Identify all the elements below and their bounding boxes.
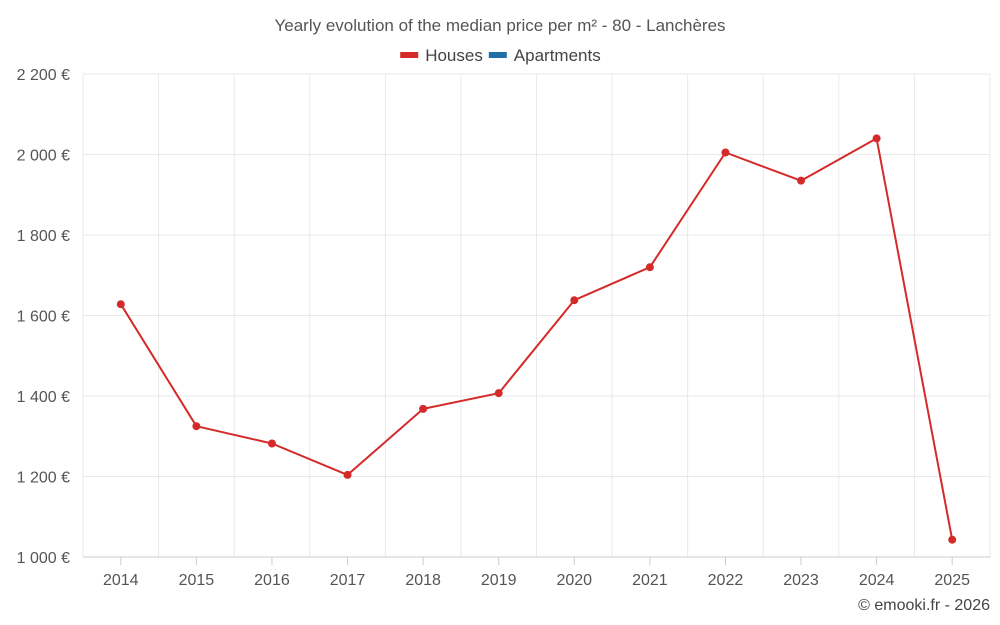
x-axis-ticks: 2014 2015 2016 2017 2018 2019 2020 2021 2022 2023… xyxy=(103,557,970,589)
chart-title: Yearly evolution of the median price per… xyxy=(274,16,725,35)
x-tick-label: 2022 xyxy=(708,572,744,589)
data-point-2024[interactable] xyxy=(872,134,881,143)
x-tick-label: 2017 xyxy=(330,572,366,589)
legend: Houses Apartments xyxy=(400,46,601,65)
data-point-2018[interactable] xyxy=(419,404,428,413)
credit-text: © emooki.fr - 2026 xyxy=(858,597,990,614)
x-tick-label: 2025 xyxy=(934,572,970,589)
x-tick-label: 2018 xyxy=(405,572,441,589)
data-point-2015[interactable] xyxy=(192,422,201,431)
data-point-2023[interactable] xyxy=(797,176,806,185)
data-point-2020[interactable] xyxy=(570,296,579,305)
x-tick-label: 2023 xyxy=(783,572,819,589)
data-point-2016[interactable] xyxy=(267,439,276,448)
x-tick-label: 2014 xyxy=(103,572,139,589)
legend-swatch xyxy=(400,52,419,58)
x-tick-label: 2015 xyxy=(179,572,215,589)
x-tick-label: 2016 xyxy=(254,572,290,589)
legend-item-houses[interactable]: Houses xyxy=(400,46,483,65)
x-tick-label: 2021 xyxy=(632,572,668,589)
x-tick-label: 2024 xyxy=(859,572,895,589)
y-tick-label: 1 200 € xyxy=(17,470,70,487)
y-tick-label: 2 000 € xyxy=(17,148,70,165)
y-tick-label: 2 200 € xyxy=(17,67,70,84)
legend-label: Apartments xyxy=(514,46,601,65)
y-tick-label: 1 800 € xyxy=(17,228,70,245)
legend-swatch xyxy=(488,52,507,58)
y-tick-label: 1 000 € xyxy=(17,550,70,567)
grid xyxy=(82,73,991,558)
data-point-2021[interactable] xyxy=(645,263,654,272)
x-tick-label: 2019 xyxy=(481,572,517,589)
y-tick-label: 1 600 € xyxy=(17,309,70,326)
data-point-2025[interactable] xyxy=(948,535,957,544)
series-line-houses xyxy=(119,137,954,540)
legend-label: Houses xyxy=(425,46,483,65)
data-point-2019[interactable] xyxy=(494,389,503,398)
data-point-2014[interactable] xyxy=(116,300,125,309)
data-point-2022[interactable] xyxy=(721,148,730,157)
series-group xyxy=(116,134,957,544)
y-axis-ticks: 1 000 € 1 200 € 1 400 € 1 600 € 1 800 € 2 000… xyxy=(17,67,70,567)
legend-item-apartments[interactable]: Apartments xyxy=(488,46,601,65)
data-point-2017[interactable] xyxy=(343,470,352,479)
y-tick-label: 1 400 € xyxy=(17,389,70,406)
x-tick-label: 2020 xyxy=(556,572,592,589)
